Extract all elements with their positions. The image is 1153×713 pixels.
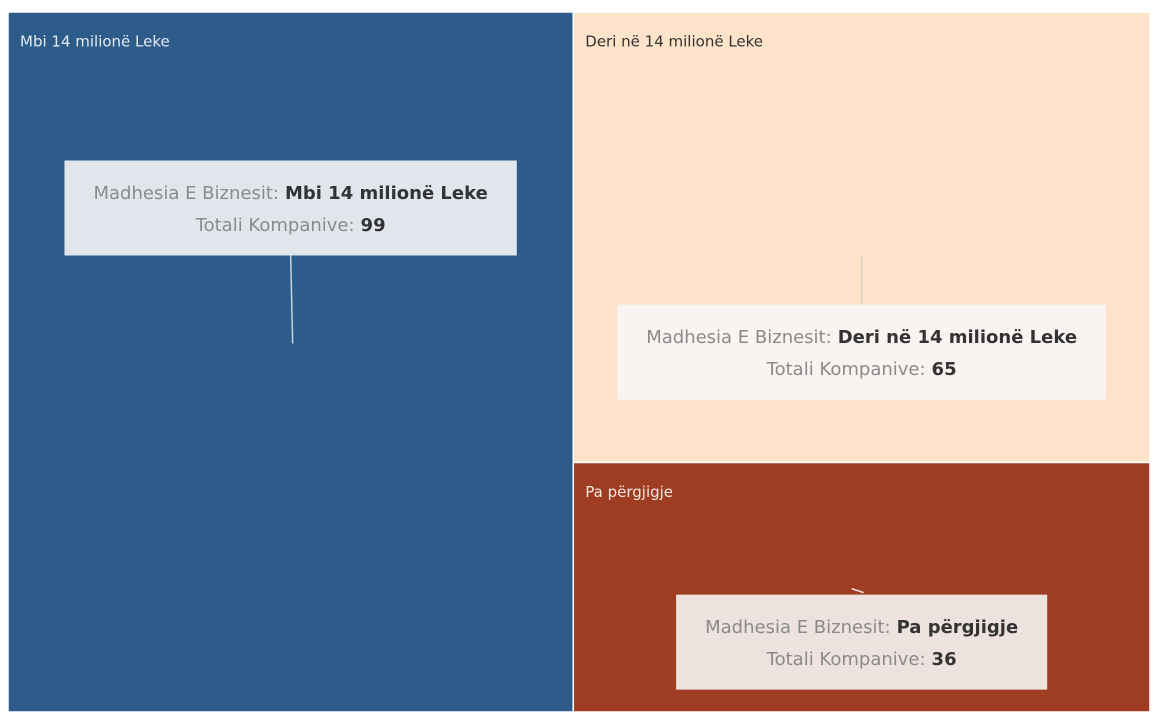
cell-label: Deri në 14 milionë Leke [585, 33, 763, 51]
tooltip-box [617, 304, 1107, 400]
tooltip: Madhesia E Biznesit: Mbi 14 milionë Leke T… [64, 160, 517, 344]
tooltip: Madhesia E Biznesit: Deri në 14 milionë L… [617, 254, 1107, 400]
tooltip-box [676, 594, 1048, 690]
tooltip-key: Totali Kompanive: [766, 649, 926, 670]
tooltip-key: Madhesia E Biznesit: [705, 617, 890, 638]
tooltip-value: Mbi 14 milionë Leke [285, 183, 488, 204]
treemap-cell [7, 11, 575, 713]
tooltip-key: Madhesia E Biznesit: [93, 183, 278, 204]
tooltip: Madhesia E Biznesit: Pa përgjigje Totali K… [676, 587, 1048, 690]
tooltip-key: Totali Kompanive: [766, 359, 926, 380]
tooltip-box [64, 160, 517, 256]
tooltip-line: Madhesia E Biznesit: Deri në 14 milionë L… [646, 327, 1077, 348]
tooltip-value: 36 [932, 649, 957, 670]
tooltip-line: Totali Kompanive: 36 [766, 649, 957, 670]
tooltip-line: Madhesia E Biznesit: Pa përgjigje [705, 617, 1018, 638]
leader-line [289, 255, 294, 344]
cell-label: Mbi 14 milionë Leke [20, 33, 170, 51]
tooltip-line: Totali Kompanive: 99 [195, 215, 386, 236]
tooltip-value: Deri në 14 milionë Leke [838, 327, 1077, 348]
cell-label: Pa përgjigje [585, 483, 673, 501]
tooltip-value: Pa përgjigje [897, 617, 1019, 638]
tooltip-line: Madhesia E Biznesit: Mbi 14 milionë Leke [93, 183, 487, 204]
tooltip-key: Totali Kompanive: [195, 215, 355, 236]
tooltip-value: 65 [932, 359, 957, 380]
leader-line [851, 587, 864, 594]
tooltip-key: Madhesia E Biznesit: [646, 327, 831, 348]
tooltip-line: Totali Kompanive: 65 [766, 359, 957, 380]
tooltip-value: 99 [361, 215, 386, 236]
